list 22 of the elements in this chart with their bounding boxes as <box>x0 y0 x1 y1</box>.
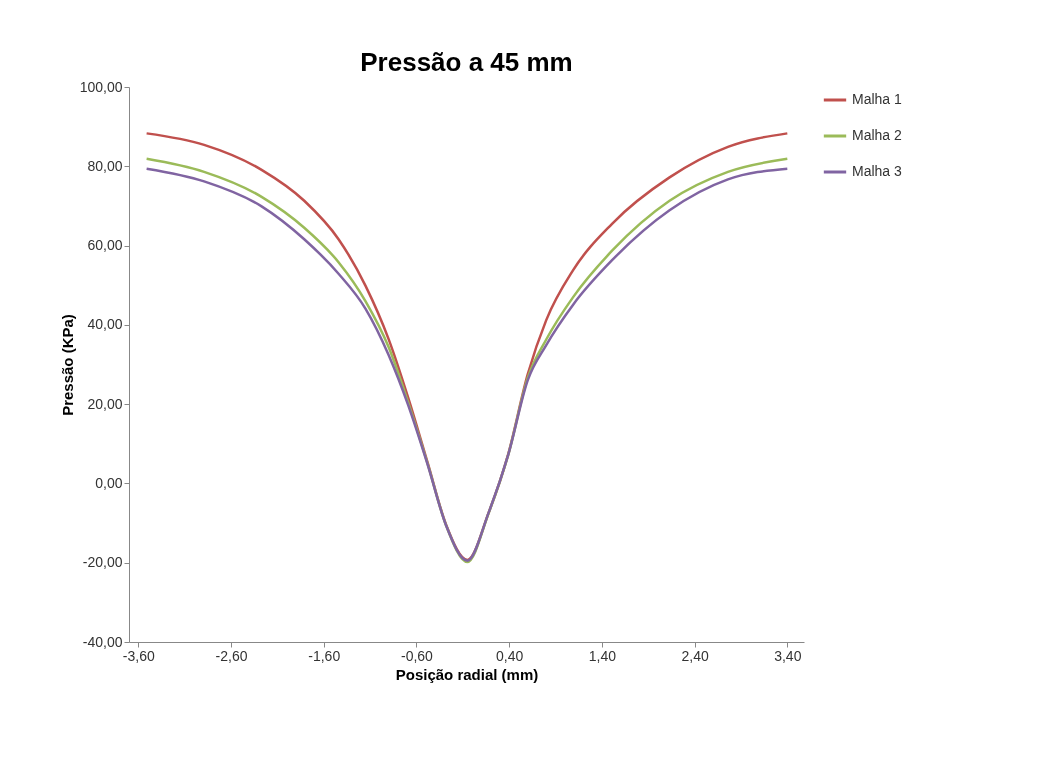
y-axis-title: Pressão (KPa) <box>58 314 76 416</box>
y-tick-label: 100,00 <box>79 78 123 95</box>
x-tick-label: 1,40 <box>588 647 617 664</box>
y-tick-label: 0,00 <box>95 474 123 491</box>
y-tick-label: 80,00 <box>87 157 123 174</box>
chart-title: Pressão a 45 mm <box>360 47 573 77</box>
x-tick-label: -0,60 <box>400 647 434 664</box>
x-tick-label: 2,40 <box>681 647 709 664</box>
x-tick-label: -1,60 <box>308 647 341 664</box>
y-tick-label: -40,00 <box>82 633 123 650</box>
legend-label: Malha 3 <box>852 163 903 179</box>
y-tick-label: 40,00 <box>87 316 123 333</box>
y-tick-label: 20,00 <box>87 395 123 412</box>
legend-label: Malha 1 <box>852 91 903 107</box>
x-tick-label: -3,60 <box>122 647 155 664</box>
x-tick-label: 0,40 <box>496 647 524 664</box>
y-tick-label: 60,00 <box>87 237 123 254</box>
legend-label: Malha 2 <box>852 127 903 143</box>
x-axis-title: Posição radial (mm) <box>395 665 539 683</box>
x-tick-label: 3,40 <box>774 647 802 664</box>
x-tick-label: -2,60 <box>215 647 248 664</box>
y-tick-label: -20,00 <box>82 554 123 571</box>
